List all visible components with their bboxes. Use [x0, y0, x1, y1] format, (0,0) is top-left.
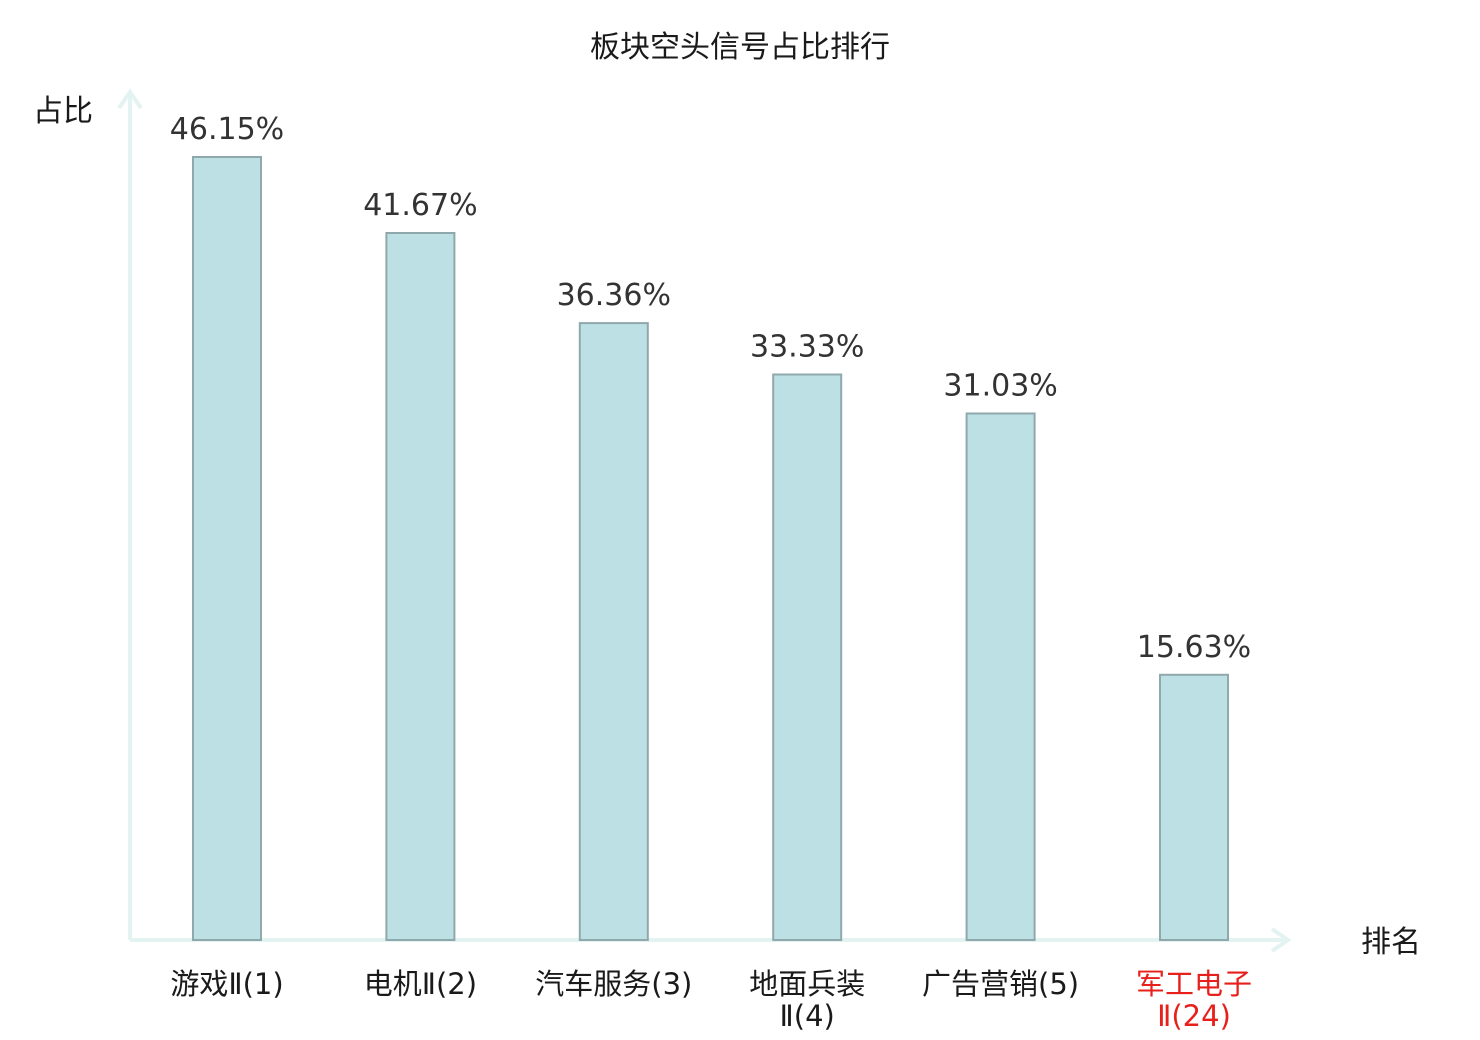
value-label-2: 41.67%: [363, 188, 477, 223]
category-label-1: 游戏Ⅱ(1): [170, 967, 283, 1001]
category-label-3: 汽车服务(3): [535, 967, 692, 1001]
bar-1: [192, 156, 262, 941]
bar-4: [772, 373, 843, 941]
value-label-1: 46.15%: [170, 112, 284, 147]
category-label-2: 电机Ⅱ(2): [364, 967, 477, 1001]
category-label-4-line-2: Ⅱ(4): [780, 999, 835, 1033]
bar-5: [965, 412, 1036, 941]
bar-3: [578, 322, 649, 942]
value-labels: 46.15% 41.67% 36.36% 33.33% 31.03% 15.63%: [170, 112, 1251, 665]
axes: [117, 88, 1292, 953]
x-axis-arrow-icon: [1270, 927, 1292, 953]
category-label-4-line-1: 地面兵装: [749, 967, 865, 1001]
bar-6: [1159, 673, 1229, 941]
value-label-4: 33.33%: [750, 330, 864, 365]
category-label-6-line-2: Ⅱ(24): [1157, 999, 1231, 1033]
x-axis-label: 排名: [1361, 925, 1421, 960]
bars: [192, 156, 1229, 942]
chart-title: 板块空头信号占比排行: [590, 30, 890, 65]
category-label-5: 广告营销(5): [922, 967, 1079, 1001]
value-label-5: 31.03%: [943, 369, 1057, 404]
y-axis-label: 占比: [33, 94, 93, 129]
y-axis-arrow-icon: [117, 88, 143, 110]
category-label-6-line-1: 军工电子: [1136, 967, 1252, 1001]
value-label-6: 15.63%: [1137, 630, 1251, 665]
value-label-3: 36.36%: [557, 278, 671, 313]
bar-2: [385, 232, 456, 941]
